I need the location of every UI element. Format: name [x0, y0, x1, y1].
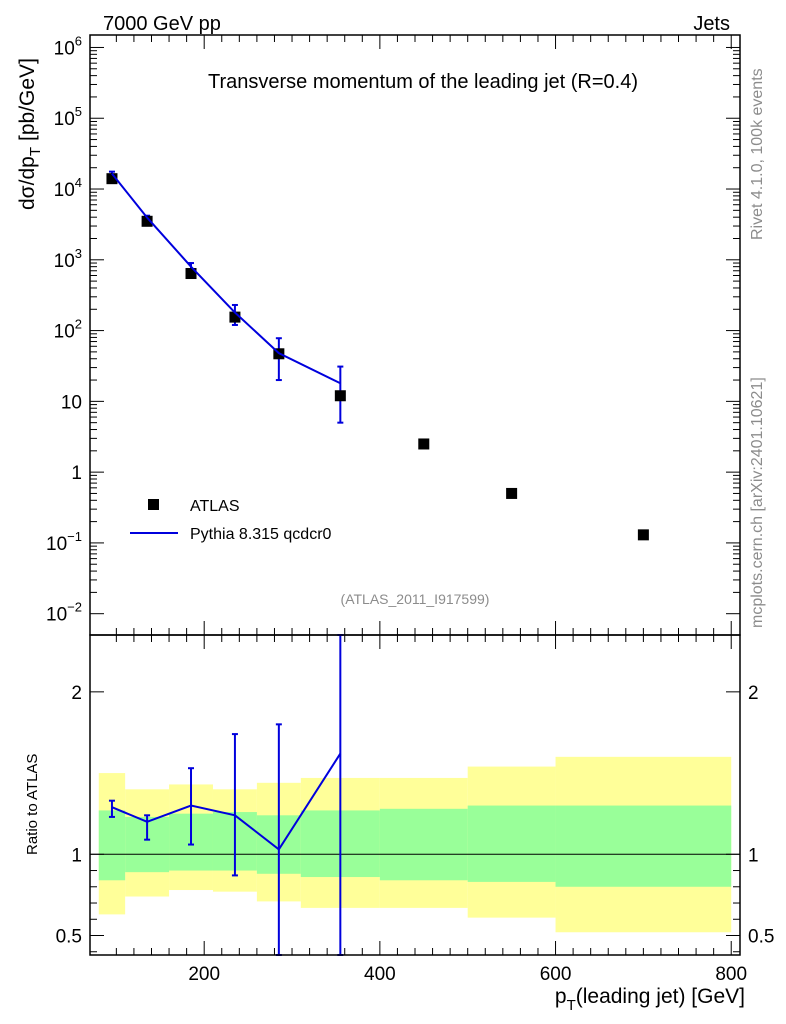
legend-pythia-label: Pythia 8.315 qcdcr0 — [190, 526, 332, 543]
ytick-exp: 6 — [75, 33, 82, 48]
main-frame — [89, 34, 741, 636]
svg-text:pT(leading jet) [GeV]: pT(leading jet) [GeV] — [555, 985, 745, 1014]
ytick-base: 10 — [46, 605, 67, 626]
ratio-xtick-label: 200 — [188, 964, 220, 985]
ytick-exp: −2 — [67, 600, 82, 615]
mcplots-label: mcplots.cern.ch [arXiv:2401.10621] — [749, 377, 766, 628]
ratio-band-green — [98, 810, 126, 881]
main-ytick-label: 10 — [61, 392, 82, 413]
ratio-ytick-label-right: 0.5 — [748, 927, 774, 948]
ytick-exp: 5 — [75, 104, 82, 119]
main-ytick-label: 103 — [54, 246, 82, 272]
ytick-base: 10 — [54, 109, 75, 130]
atlas-data-point — [334, 390, 346, 402]
ratio-ylabel: Ratio to ATLAS — [24, 754, 41, 855]
ratio-ytick-label: 1 — [71, 845, 82, 866]
xaxis-label: pT(leading jet) [GeV] — [555, 985, 745, 1014]
ratio-band-green — [379, 808, 468, 881]
ylabel-main: dσ/dp — [16, 156, 39, 210]
ytick-exp: 3 — [75, 246, 82, 261]
ratio-ytick-label-right: 2 — [748, 683, 759, 704]
analysis-watermark: (ATLAS_2011_I917599) — [341, 591, 490, 607]
ytick-base: 10 — [54, 180, 75, 201]
ratio-xtick-label: 600 — [540, 964, 572, 985]
main-data-layer — [106, 170, 649, 541]
ratio-xtick-label: 800 — [715, 964, 747, 985]
main-ytick-label: 10−1 — [46, 529, 82, 555]
xlabel-rest: (leading jet) [GeV] — [576, 985, 745, 1008]
ytick-base: 10 — [54, 251, 75, 272]
ratio-xtick-label: 400 — [364, 964, 396, 985]
ratio-ytick-label: 2 — [71, 683, 82, 704]
ytick-base: 10 — [54, 322, 75, 343]
ratio-pythia-line — [111, 753, 342, 851]
ratio-band-green — [467, 805, 556, 882]
ratio-ytick-label-right: 1 — [748, 845, 759, 866]
beam-label: 7000 GeV pp — [103, 13, 221, 35]
main-ytick-label: 1 — [71, 463, 82, 484]
main-ytick-label: 10−2 — [46, 600, 82, 626]
ratio-frame — [89, 634, 741, 956]
process-label: Jets — [693, 13, 730, 35]
xlabel-sub: T — [567, 997, 576, 1014]
main-ylabel: dσ/dpT [pb/GeV] — [16, 58, 44, 210]
xlabel-main: p — [555, 985, 567, 1008]
ytick-base: 10 — [46, 534, 67, 555]
svg-text:dσ/dpT[pb/GeV]: dσ/dpT [pb/GeV] — [16, 58, 44, 210]
rivet-version-label: Rivet 4.1.0, 100k events — [749, 68, 766, 240]
ytick-base: 10 — [61, 392, 82, 413]
chart-title: Transverse momentum of the leading jet (… — [208, 71, 638, 93]
legend-atlas-label: ATLAS — [190, 498, 240, 515]
legend: ATLAS Pythia 8.315 qcdcr0 — [130, 498, 332, 543]
atlas-data-point — [229, 311, 241, 323]
ytick-base: 10 — [54, 38, 75, 59]
ytick-exp: 4 — [75, 175, 82, 190]
ratio-band-green — [555, 805, 732, 887]
main-ytick-label: 104 — [54, 175, 82, 201]
ytick-base: 1 — [71, 463, 82, 484]
atlas-data-point — [106, 173, 118, 185]
ratio-ytick-label: 0.5 — [56, 927, 82, 948]
ylabel-unit: [pb/GeV] — [16, 58, 39, 141]
main-ytick-label: 106 — [54, 33, 82, 59]
ylabel-sub: T — [27, 147, 44, 156]
pythia-line — [111, 173, 341, 385]
ratio-data-layer — [108, 634, 344, 956]
main-ytick-label: 105 — [54, 104, 82, 130]
legend-atlas-marker — [148, 499, 159, 510]
atlas-data-point — [141, 215, 153, 227]
atlas-data-point — [185, 268, 197, 280]
main-ytick-label: 102 — [54, 317, 82, 343]
ytick-exp: 2 — [75, 317, 82, 332]
ratio-plot-area — [90, 756, 740, 933]
atlas-data-point — [418, 438, 430, 450]
atlas-data-point — [506, 487, 518, 499]
atlas-data-point — [637, 529, 649, 541]
ytick-exp: −1 — [67, 529, 82, 544]
